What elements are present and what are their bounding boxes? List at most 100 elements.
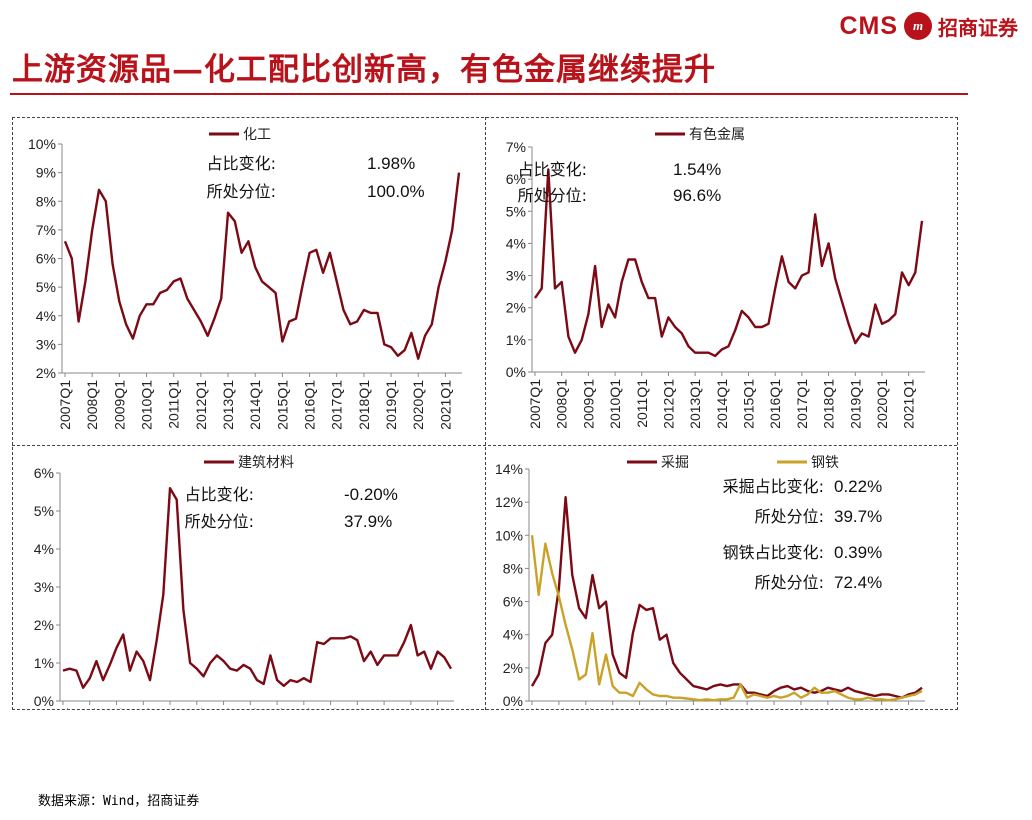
y-tick-label: 5%: [36, 279, 56, 295]
x-tick-label: 2013Q1: [216, 708, 232, 709]
series-line-1: [62, 487, 453, 689]
x-tick-label: 2014Q1: [714, 379, 730, 429]
annotation-value: 1.54%: [673, 160, 721, 179]
x-tick-label: 2010Q1: [605, 708, 621, 709]
annotation-value: 39.7%: [834, 507, 882, 526]
x-tick-label: 2014Q1: [242, 708, 258, 709]
brand-name: 招商证券: [938, 15, 1018, 40]
x-tick-label: 2011Q1: [634, 379, 650, 428]
y-tick-label: 4%: [503, 627, 523, 643]
x-tick-label: 2010Q1: [607, 379, 623, 429]
x-tick-label: 2020Q1: [874, 379, 890, 429]
x-tick-label: 2011Q1: [166, 380, 182, 429]
data-source-note: 数据来源：Wind，招商证券: [38, 794, 200, 809]
brand-logo: CMS m 招商证券: [839, 8, 1018, 44]
series-line-1: [530, 496, 923, 699]
y-tick-label: 0%: [503, 693, 523, 709]
chart-mining-steel: 0% 2% 4% 6% 8% 10% 12% 14% 2007Q1 2008Q1 2009Q1 201…: [487, 447, 957, 709]
annotation-value: 72.4%: [834, 573, 882, 592]
x-tick-label: 2008Q1: [554, 379, 570, 429]
y-tick-label: 0%: [34, 693, 54, 709]
y-tick-label: 9%: [36, 165, 56, 181]
y-tick-label: 7%: [36, 222, 56, 238]
annotation-label: 所处分位:: [185, 512, 254, 531]
y-tick-label: 2%: [506, 300, 526, 316]
x-tick-label: 2012Q1: [189, 708, 205, 709]
y-tick-label: 14%: [495, 461, 523, 477]
x-tick-label: 2013Q1: [220, 380, 236, 430]
annotation-label: 所处分位:: [755, 507, 824, 526]
y-tick-label: 6%: [506, 171, 526, 187]
x-tick-label: 2017Q1: [794, 379, 810, 429]
legend-label: 钢铁: [811, 455, 839, 471]
chart-chemical-svg: 2% 3% 4% 5% 6% 7% 8% 9% 10% 2007Q1 2008Q1 2009Q1 201…: [28, 127, 462, 430]
x-tick-label: 2009Q1: [578, 708, 594, 709]
x-tick-label: 2007Q1: [57, 380, 73, 430]
x-tick-label: 2008Q1: [84, 380, 100, 430]
x-tick-label: 2019Q1: [383, 380, 399, 430]
annotation-label: 占比变化:: [207, 154, 276, 173]
y-tick-label: 2%: [36, 365, 56, 381]
x-tick-label: 2015Q1: [741, 379, 757, 429]
annotation-value: 37.9%: [344, 512, 392, 531]
x-tick-label: 2018Q1: [356, 380, 372, 430]
x-tick-label: 2007Q1: [524, 708, 540, 709]
y-tick-label: 1%: [34, 655, 54, 671]
x-tick-label: 2007Q1: [55, 708, 71, 709]
x-tick-label: 2018Q1: [820, 708, 836, 709]
x-tick-label: 2021Q1: [901, 708, 917, 709]
x-tick-label: 2012Q1: [193, 380, 209, 430]
x-tick-label: 2010Q1: [135, 708, 151, 709]
x-tick-label: 2016Q1: [766, 708, 782, 709]
annotation-value: 100.0%: [367, 182, 425, 201]
chart-nonferrous: 0% 1% 2% 3% 4% 5% 6% 7% 2007Q1 2008Q1 2009Q1 2010Q1…: [487, 119, 957, 444]
x-tick-label: 2007Q1: [527, 379, 543, 429]
chart-building-materials-svg: 0% 1% 2% 3% 4% 5% 6% 2007Q1 2008Q1 2009Q1 2010Q1 20…: [34, 455, 454, 709]
y-tick-label: 10%: [28, 136, 56, 152]
x-tick-label: 2013Q1: [687, 379, 703, 429]
x-tick-label: 2021Q1: [901, 379, 917, 429]
annotation-value: 96.6%: [673, 186, 721, 205]
annotation-label: 钢铁占比变化:: [723, 543, 824, 562]
x-tick-label: 2021Q1: [430, 708, 446, 709]
x-tick-label: 2016Q1: [296, 708, 312, 709]
y-tick-label: 4%: [506, 235, 526, 251]
logo-text: CMS: [839, 11, 898, 40]
x-tick-label: 2013Q1: [685, 708, 701, 709]
x-tick-label: 2009Q1: [111, 380, 127, 430]
y-tick-label: 8%: [36, 193, 56, 209]
y-tick-label: 3%: [36, 336, 56, 352]
series-line-1: [534, 168, 924, 358]
x-tick-label: 2008Q1: [551, 708, 567, 709]
y-tick-label: 4%: [36, 308, 56, 324]
x-tick-label: 2020Q1: [874, 708, 890, 709]
y-tick-label: 8%: [503, 560, 523, 576]
x-tick-label: 2021Q1: [437, 380, 453, 430]
legend-label: 建筑材料: [238, 455, 294, 471]
x-tick-label: 2008Q1: [82, 708, 98, 709]
x-tick-label: 2017Q1: [323, 708, 339, 709]
y-tick-label: 1%: [506, 332, 526, 348]
chart-chemical: 2% 3% 4% 5% 6% 7% 8% 9% 10% 2007Q1 2008Q1 2009Q1 201…: [14, 119, 484, 444]
logo-mark-icon: m: [904, 12, 932, 40]
series-line-2: [530, 535, 923, 702]
annotation-label: 占比变化:: [518, 160, 587, 179]
y-tick-label: 2%: [34, 617, 54, 633]
page-title: 上游资源品—化工配比创新高，有色金属继续提升: [12, 52, 716, 88]
x-tick-label: 2019Q1: [847, 379, 863, 429]
x-tick-label: 2014Q1: [247, 380, 263, 430]
y-tick-label: 2%: [503, 660, 523, 676]
annotation-value: 0.22%: [834, 477, 882, 496]
x-tick-label: 2020Q1: [403, 708, 419, 709]
y-tick-label: 7%: [506, 139, 526, 155]
x-tick-label: 2015Q1: [274, 380, 290, 430]
x-tick-label: 2017Q1: [329, 380, 345, 430]
x-tick-label: 2012Q1: [658, 708, 674, 709]
annotation-value: 1.98%: [367, 154, 415, 173]
y-tick-label: 3%: [506, 268, 526, 284]
title-divider: [10, 93, 968, 95]
annotation-label: 所处分位:: [207, 182, 276, 201]
y-tick-label: 4%: [34, 541, 54, 557]
annotation-value: 0.39%: [834, 543, 882, 562]
y-tick-label: 12%: [495, 494, 523, 510]
